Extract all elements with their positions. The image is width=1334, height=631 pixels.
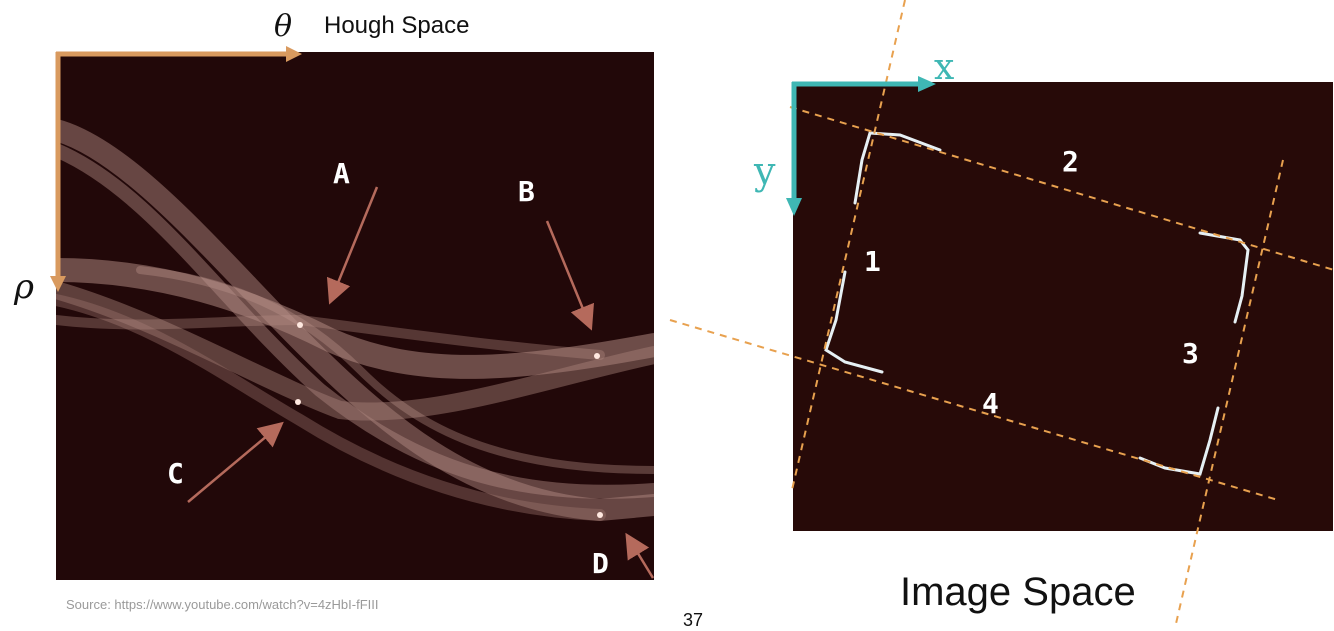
hough-space-title: Hough Space xyxy=(324,12,470,39)
arrow-c xyxy=(187,421,284,503)
image-space-panel xyxy=(793,82,1333,531)
fitted-lines xyxy=(669,0,1334,629)
hough-peak xyxy=(594,353,600,359)
page-number: 37 xyxy=(683,610,704,630)
rho-axis-arrowhead xyxy=(50,276,66,292)
fitted-line-4 xyxy=(669,319,1279,501)
fitted-line-3 xyxy=(1174,159,1284,629)
arrow-a xyxy=(326,186,379,305)
hough-curve xyxy=(56,143,654,499)
theta-label: θ xyxy=(274,9,293,44)
rho-label: ρ xyxy=(14,267,34,307)
line-label-4: 4 xyxy=(982,387,999,420)
fitted-line-1 xyxy=(791,0,906,491)
edge-segment xyxy=(1198,231,1250,324)
edge-pixels xyxy=(824,131,1250,476)
label-c: C xyxy=(167,457,184,490)
x-axis-arrowhead xyxy=(918,76,936,92)
source-caption: Source: https://www.youtube.com/watch?v=… xyxy=(66,597,379,612)
hough-curve xyxy=(56,314,605,360)
edge-segment xyxy=(824,270,884,374)
edge-segment xyxy=(853,131,942,205)
hough-peak xyxy=(597,512,603,518)
arrow-b xyxy=(545,220,594,331)
hough-curve xyxy=(56,258,654,379)
y-axis-label: y xyxy=(754,149,776,193)
theta-axis-arrowhead xyxy=(286,46,302,62)
hough-space-panel xyxy=(56,52,654,580)
hough-curve xyxy=(56,281,654,421)
hough-curve xyxy=(56,119,654,522)
edge-segment xyxy=(1138,406,1220,476)
hough-peak xyxy=(297,322,303,328)
x-axis-label: x xyxy=(934,47,955,88)
label-a: A xyxy=(333,157,350,190)
label-d: D xyxy=(592,547,609,580)
y-axis-arrowhead xyxy=(786,198,802,216)
hough-curve xyxy=(56,294,606,521)
hough-curve xyxy=(136,266,654,474)
image-space-title: Image Space xyxy=(900,570,1136,614)
label-b: B xyxy=(518,175,535,208)
arrow-d xyxy=(625,532,655,579)
hough-peak xyxy=(295,399,301,405)
line-label-3: 3 xyxy=(1182,337,1199,370)
hough-curves xyxy=(56,119,654,522)
line-label-1: 1 xyxy=(864,245,881,278)
line-label-2: 2 xyxy=(1062,145,1079,178)
fitted-line-2 xyxy=(789,106,1334,271)
